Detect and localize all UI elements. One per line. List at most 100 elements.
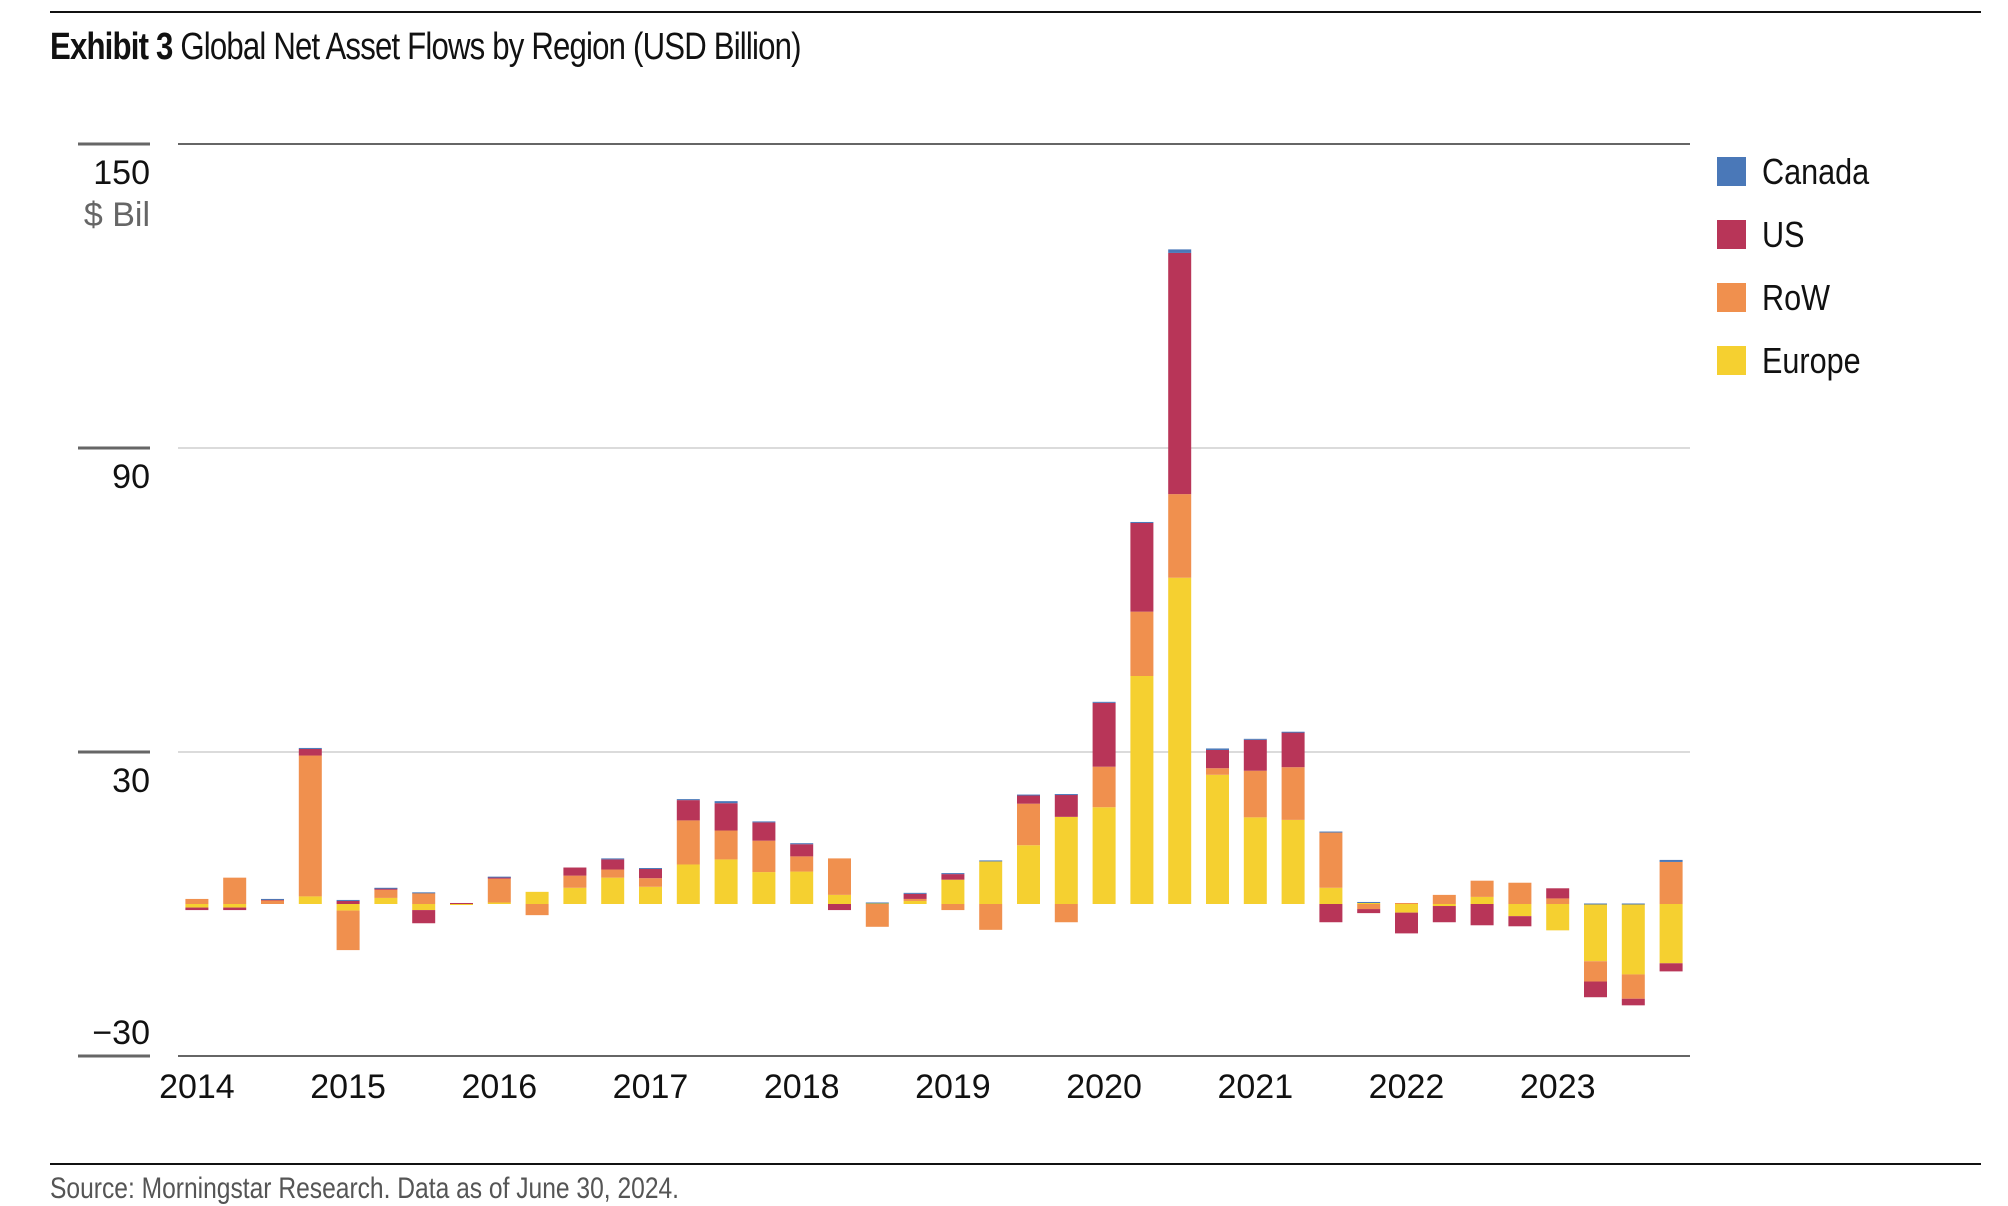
bar-segment-us (1659, 963, 1683, 972)
bar-segment-us (601, 859, 625, 870)
bar-segment-us (1092, 702, 1116, 767)
legend-item-canada: Canada (1717, 140, 1888, 203)
legend-item-europe: Europe (1717, 329, 1888, 392)
bar-segment-europe (1281, 819, 1305, 904)
bar-segment-canada (1621, 903, 1645, 905)
x-axis: 2014 2015 2016 2017 2018 2019 2020 2021 2022 2023 (159, 1068, 1595, 1106)
bar-segment-row (223, 877, 247, 904)
bar-segment-europe (1432, 904, 1456, 907)
bar-segment-canada (298, 747, 322, 749)
bar-segment-row (1243, 770, 1267, 818)
x-tick-label: 2016 (461, 1068, 537, 1106)
bar-segment-us (1319, 904, 1343, 923)
legend: Canada US RoW Europe (1717, 140, 1888, 392)
legend-swatch-europe (1717, 346, 1746, 375)
bar-segment-us (1017, 795, 1040, 804)
bar-segment-europe (1092, 807, 1116, 904)
bar-segment-europe (1395, 904, 1418, 913)
legend-label-canada: Canada (1762, 150, 1870, 192)
bar-segment-row (979, 904, 1003, 930)
bar-segment-canada (676, 799, 700, 801)
x-tick-label: 2014 (159, 1068, 235, 1106)
bar-segment-us (828, 904, 851, 911)
bar-segment-us (1281, 732, 1305, 768)
bar-segment-us (1168, 252, 1192, 495)
bar-segment-us (1395, 912, 1418, 934)
bar-segment-europe (676, 864, 700, 904)
x-tick-label: 2020 (1066, 1068, 1142, 1106)
bar-segment-us (1243, 739, 1267, 771)
bar-segment-canada (1017, 794, 1040, 796)
bar-segment-row (1017, 803, 1040, 846)
bar-segment-us (1546, 888, 1570, 899)
bar-segment-row (903, 898, 927, 901)
legend-label-europe: Europe (1762, 339, 1861, 381)
bar-segment-us (639, 868, 662, 879)
bar-segment-row (298, 755, 322, 897)
bar-segment-us (487, 877, 511, 879)
bar-segment-us (1130, 522, 1154, 612)
bar-segment-europe (1319, 887, 1343, 904)
legend-swatch-canada (1717, 157, 1746, 186)
bar-segment-row (1395, 902, 1418, 904)
bar-segment-us (676, 800, 700, 821)
source-note: Source: Morningstar Research. Data as of… (50, 1172, 680, 1205)
exhibit-label: Exhibit 3 (50, 26, 173, 68)
bar-segment-us (261, 899, 284, 901)
bar-segment-us (223, 907, 247, 911)
bar-segment-europe (752, 872, 776, 904)
bar-segment-row (1546, 898, 1570, 904)
bar-segment-europe (903, 900, 927, 904)
bar-segment-us (1206, 749, 1229, 769)
bar-segment-canada (1168, 249, 1192, 253)
x-tick-label: 2019 (915, 1068, 991, 1106)
legend-label-us: US (1762, 213, 1805, 255)
bar-segment-canada (1054, 794, 1078, 796)
bar-segment-europe (1470, 896, 1494, 904)
bar-segment-canada (903, 892, 927, 894)
bar-segment-row (261, 900, 284, 904)
bar-segment-europe (865, 902, 889, 904)
bar-segment-row (1470, 880, 1494, 897)
bar-segment-row (752, 840, 776, 873)
bar-segment-canada (487, 876, 511, 878)
bar-segment-row (1584, 961, 1607, 982)
bar-segment-europe (1243, 817, 1267, 904)
bar-segment-europe (714, 859, 738, 904)
legend-swatch-row (1717, 283, 1746, 312)
bar-segment-us (941, 874, 965, 880)
bar-segment-canada (601, 858, 625, 860)
bar-segment-us (1054, 794, 1078, 817)
x-tick-label: 2017 (613, 1068, 689, 1106)
y-tick-label: −30 (92, 1014, 150, 1052)
bar-segment-row (714, 830, 738, 860)
bar-segment-row (1168, 494, 1192, 578)
title-text: Global Net Asset Flows by Region (USD Bi… (180, 26, 801, 68)
bar-segment-us (185, 907, 209, 911)
bar-segment-canada (1092, 701, 1116, 703)
bar-segment-europe (525, 891, 549, 904)
bar-segment-us (374, 888, 398, 890)
bar-segment-canada (261, 898, 284, 900)
bar-segment-canada (639, 868, 662, 870)
y-tick-label: 30 (112, 762, 150, 800)
bar-segment-us (336, 900, 360, 904)
bar-segment-row (1508, 882, 1532, 904)
y-tick-label: 150 (93, 154, 150, 192)
bar-segment-canada (1130, 521, 1154, 523)
bar-segment-row (676, 820, 700, 865)
bar-segment-row (1621, 974, 1645, 999)
legend-item-us: US (1717, 203, 1888, 266)
bar-segment-canada (790, 843, 814, 845)
bar-segment-row (1432, 894, 1456, 904)
bar-segment-canada (1659, 859, 1683, 862)
chart-title: Exhibit 3 Global Net Asset Flows by Regi… (50, 26, 802, 69)
gridlines (178, 143, 1690, 1057)
top-rule (50, 11, 1981, 13)
bar-segment-europe (1621, 904, 1645, 975)
bar-segment-us (1621, 998, 1645, 1006)
bar-segment-row (563, 875, 587, 888)
bar-segment-europe (828, 894, 851, 904)
bar-segment-us (298, 748, 322, 756)
bar-segment-us (450, 902, 473, 904)
